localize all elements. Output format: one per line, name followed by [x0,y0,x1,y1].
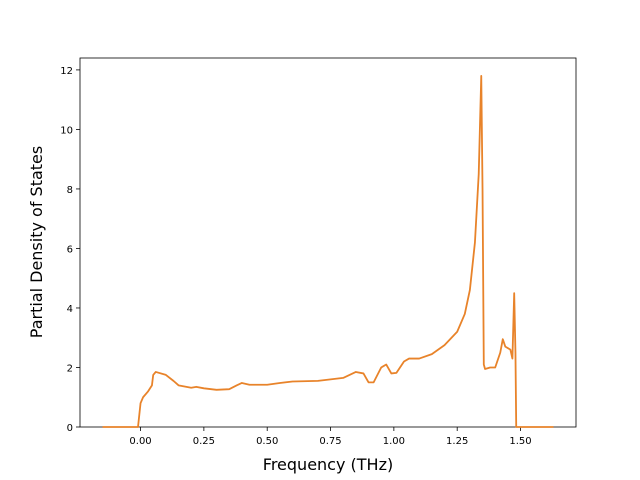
y-tick-label: 8 [67,185,73,196]
y-tick-label: 0 [67,423,73,434]
y-tick-label: 6 [67,244,73,255]
x-tick-label: 1.50 [509,436,531,447]
x-tick-label: 0.25 [193,436,215,447]
plot-frame [79,57,577,428]
x-tick-label: 0.75 [319,436,341,447]
x-tick-label: 0.00 [129,436,151,447]
y-tick-label: 10 [60,125,73,136]
x-tick-label: 1.25 [446,436,468,447]
x-tick-label: 1.00 [383,436,405,447]
y-axis-label: Partial Density of States [27,146,46,338]
y-tick-label: 12 [60,66,73,77]
x-axis-label: Frequency (THz) [263,455,393,474]
y-tick-label: 4 [67,304,73,315]
x-tick-label: 0.50 [256,436,278,447]
y-tick-label: 2 [67,363,73,374]
line-series [102,74,554,428]
